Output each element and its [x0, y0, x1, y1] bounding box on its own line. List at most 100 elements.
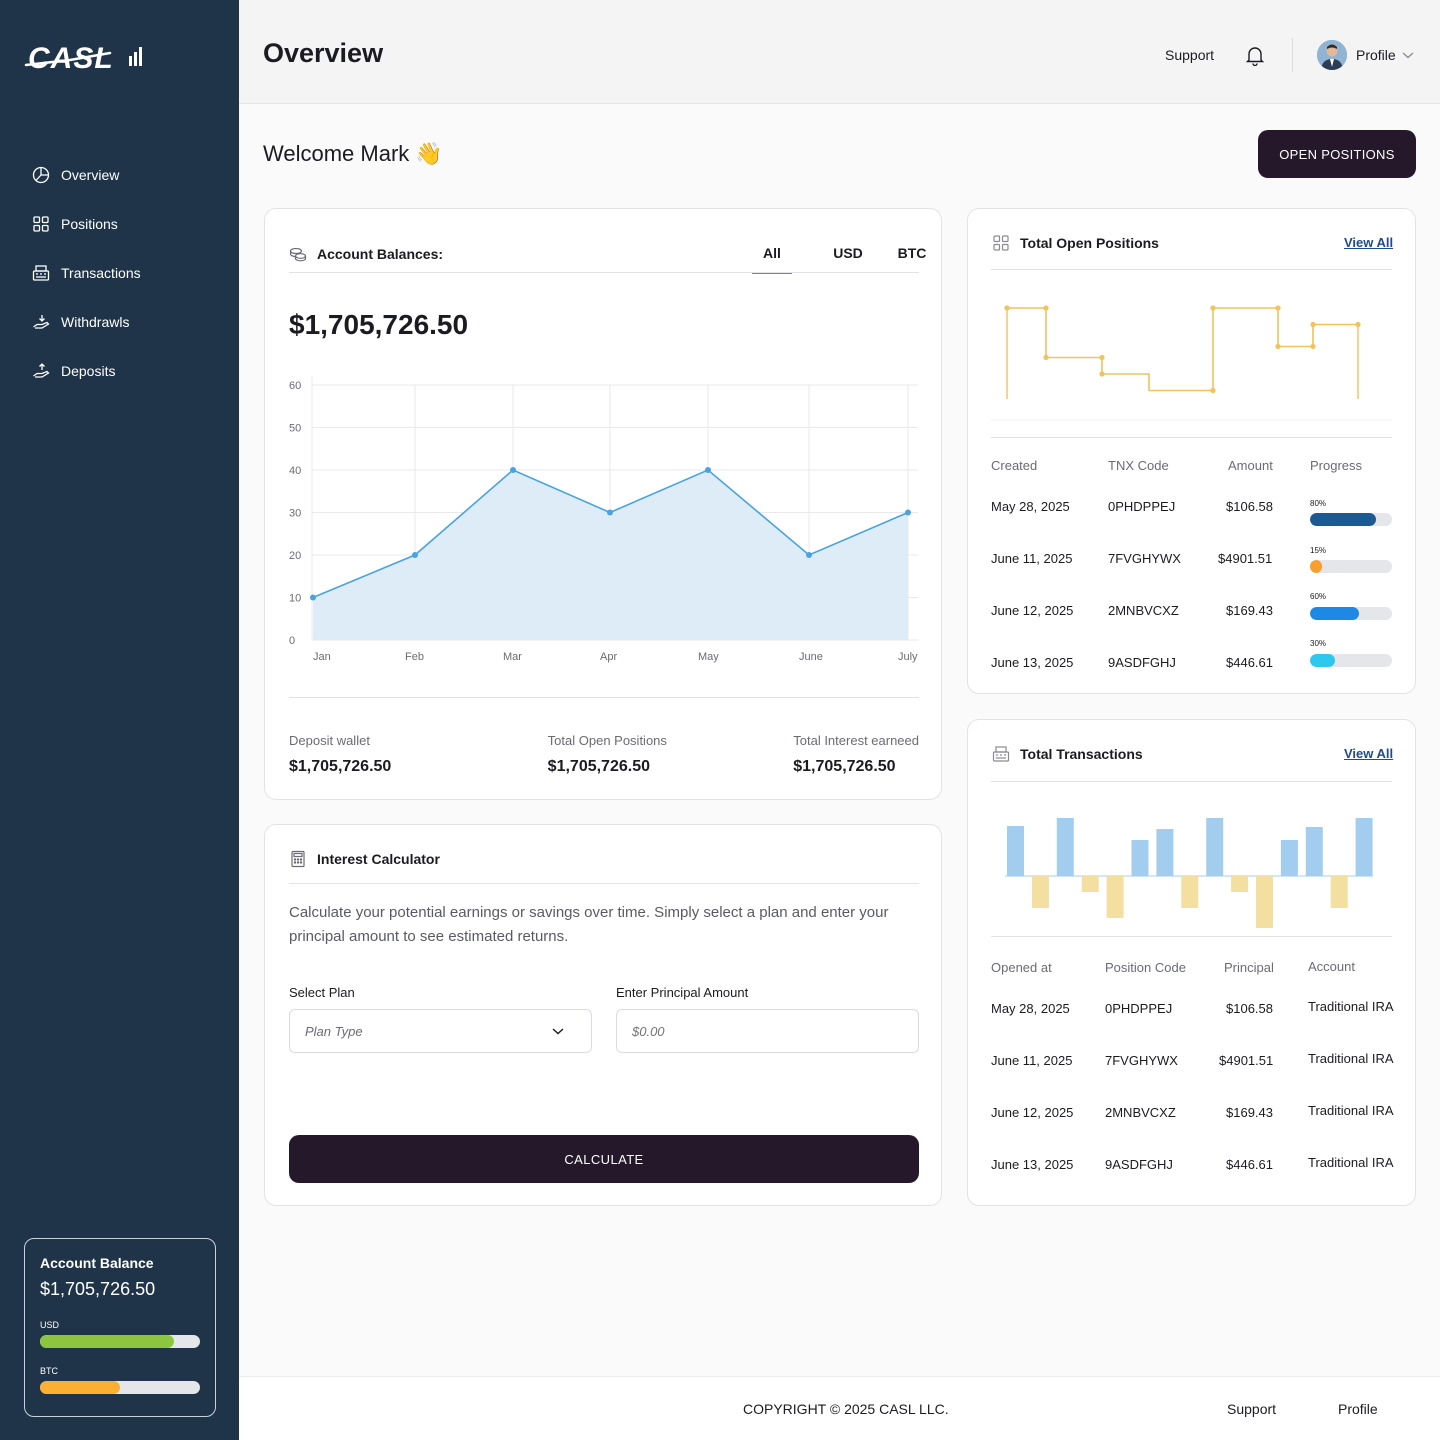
stat-deposit-wallet: Deposit wallet $1,705,726.50 — [289, 733, 391, 776]
account-cell: Traditional IRA — [1308, 999, 1394, 1014]
sidebar-item-overview[interactable]: Overview — [0, 150, 239, 199]
opened-at-cell: June 12, 2025 — [991, 1105, 1074, 1120]
bar-negative[interactable] — [1081, 876, 1099, 892]
sidebar-item-deposits[interactable]: Deposits — [0, 346, 239, 395]
opened-at-cell: June 13, 2025 — [991, 1157, 1074, 1172]
page-title: Overview — [263, 38, 384, 68]
calculate-button[interactable]: CALCULATE — [289, 1135, 919, 1183]
stat-value: $1,705,726.50 — [547, 758, 650, 775]
bar-positive[interactable] — [1131, 840, 1149, 876]
progress-percent: 15% — [1310, 546, 1327, 555]
interest-calculator-card: Interest Calculator Calculate your poten… — [264, 824, 942, 1206]
bar-positive[interactable] — [1056, 818, 1074, 876]
plan-type-select[interactable]: Plan Type — [289, 1009, 592, 1053]
account-cell: Traditional IRA — [1308, 1051, 1394, 1066]
step-point[interactable] — [1043, 305, 1049, 311]
open-positions-header: Total Open Positions — [992, 234, 1159, 252]
step-point[interactable] — [1099, 354, 1105, 361]
step-point[interactable] — [1210, 305, 1216, 311]
data-point[interactable] — [705, 467, 711, 473]
cash-register-icon — [992, 746, 1010, 762]
top-header: Overview Support Profile — [239, 0, 1440, 104]
account-balance-title: Account Balance — [40, 1255, 154, 1271]
data-point[interactable] — [607, 509, 613, 516]
principal-cell: $446.61 — [1226, 1157, 1273, 1172]
bar-negative[interactable] — [1256, 876, 1273, 928]
step-point[interactable] — [1004, 305, 1010, 311]
data-point[interactable] — [412, 552, 418, 558]
bar-negative[interactable] — [1106, 876, 1124, 918]
account-cell: Traditional IRA — [1308, 1155, 1394, 1170]
data-point[interactable] — [310, 594, 316, 601]
header-support-link[interactable]: Support — [1165, 47, 1215, 63]
avatar[interactable] — [1317, 40, 1347, 70]
stat-total-interest: Total Interest earneed $1,705,726.50 — [793, 733, 919, 776]
bar-negative[interactable] — [1231, 876, 1249, 892]
x-tick-label: May — [698, 651, 719, 663]
cash-register-icon — [32, 264, 50, 281]
sidebar-nav: Overview Positions Transactions Withdraw… — [0, 150, 239, 395]
bar-negative[interactable] — [1330, 876, 1348, 908]
bell-icon[interactable] — [1244, 44, 1266, 66]
data-point[interactable] — [905, 509, 911, 516]
step-point[interactable] — [1043, 354, 1049, 361]
tab-usd[interactable]: USD — [833, 245, 863, 261]
bar-positive[interactable] — [1355, 818, 1373, 876]
chevron-down-icon[interactable] — [1401, 50, 1415, 60]
principal-amount-input[interactable] — [616, 1009, 919, 1053]
sidebar-item-label: Deposits — [61, 362, 116, 379]
bar-negative[interactable] — [1181, 876, 1199, 908]
account-cell: Traditional IRA — [1308, 1103, 1394, 1118]
usd-balance-fill — [40, 1335, 175, 1348]
transactions-view-all-link[interactable]: View All — [1344, 746, 1394, 761]
progress-percent: 60% — [1310, 592, 1327, 601]
tab-all[interactable]: All — [752, 245, 792, 274]
step-point[interactable] — [1355, 321, 1361, 328]
y-tick-label: 60 — [289, 380, 301, 392]
open-positions-view-all-link[interactable]: View All — [1344, 235, 1394, 250]
y-tick-label: 0 — [289, 635, 295, 647]
header-divider — [1292, 38, 1293, 72]
col-principal: Principal — [1224, 960, 1274, 975]
step-point[interactable] — [1310, 343, 1316, 350]
total-transactions-card: Total Transactions View All Opened at Po… — [967, 719, 1416, 1206]
position-code-cell: 7FVGHYWX — [1105, 1053, 1178, 1068]
data-point[interactable] — [806, 552, 812, 558]
step-point[interactable] — [1275, 343, 1281, 350]
step-point[interactable] — [1099, 371, 1105, 377]
header-profile-link[interactable]: Profile — [1356, 47, 1396, 63]
bar-positive[interactable] — [1156, 829, 1174, 876]
footer-support-link[interactable]: Support — [1227, 1401, 1277, 1417]
bar-positive[interactable] — [1007, 826, 1024, 876]
currency-tabs: All USD BTC — [752, 245, 944, 274]
step-point[interactable] — [1310, 321, 1316, 328]
principal-cell: $106.58 — [1226, 1001, 1273, 1016]
x-tick-label: Apr — [600, 651, 617, 663]
footer-profile-link[interactable]: Profile — [1338, 1401, 1378, 1417]
bar-positive[interactable] — [1305, 827, 1323, 876]
transactions-bar-chart — [1005, 818, 1373, 928]
sidebar-item-withdrawls[interactable]: Withdrawls — [0, 297, 239, 346]
account-balance-amount: $1,705,726.50 — [40, 1279, 156, 1299]
data-point[interactable] — [510, 467, 516, 473]
step-point[interactable] — [1275, 305, 1281, 311]
opened-at-cell: May 28, 2025 — [991, 1001, 1070, 1016]
position-code-cell: 0PHDPPEJ — [1105, 1001, 1173, 1016]
hand-withdraw-icon — [33, 314, 50, 329]
col-amount: Amount — [1228, 458, 1273, 473]
bar-negative[interactable] — [1031, 876, 1049, 908]
stat-value: $1,705,726.50 — [793, 758, 896, 775]
usd-balance-bar — [40, 1335, 200, 1348]
col-created: Created — [991, 458, 1038, 473]
chevron-down-icon — [552, 1028, 564, 1035]
tab-btc[interactable]: BTC — [897, 245, 927, 261]
progress-bar — [1310, 560, 1392, 573]
sidebar-item-transactions[interactable]: Transactions — [0, 248, 239, 297]
interest-calculator-title: Interest Calculator — [317, 851, 440, 867]
casl-logo[interactable]: CASL — [24, 40, 146, 74]
bar-positive[interactable] — [1280, 840, 1298, 876]
step-point[interactable] — [1210, 387, 1216, 394]
sidebar-item-positions[interactable]: Positions — [0, 199, 239, 248]
bar-positive[interactable] — [1206, 818, 1224, 876]
open-positions-button[interactable]: OPEN POSITIONS — [1258, 130, 1416, 178]
